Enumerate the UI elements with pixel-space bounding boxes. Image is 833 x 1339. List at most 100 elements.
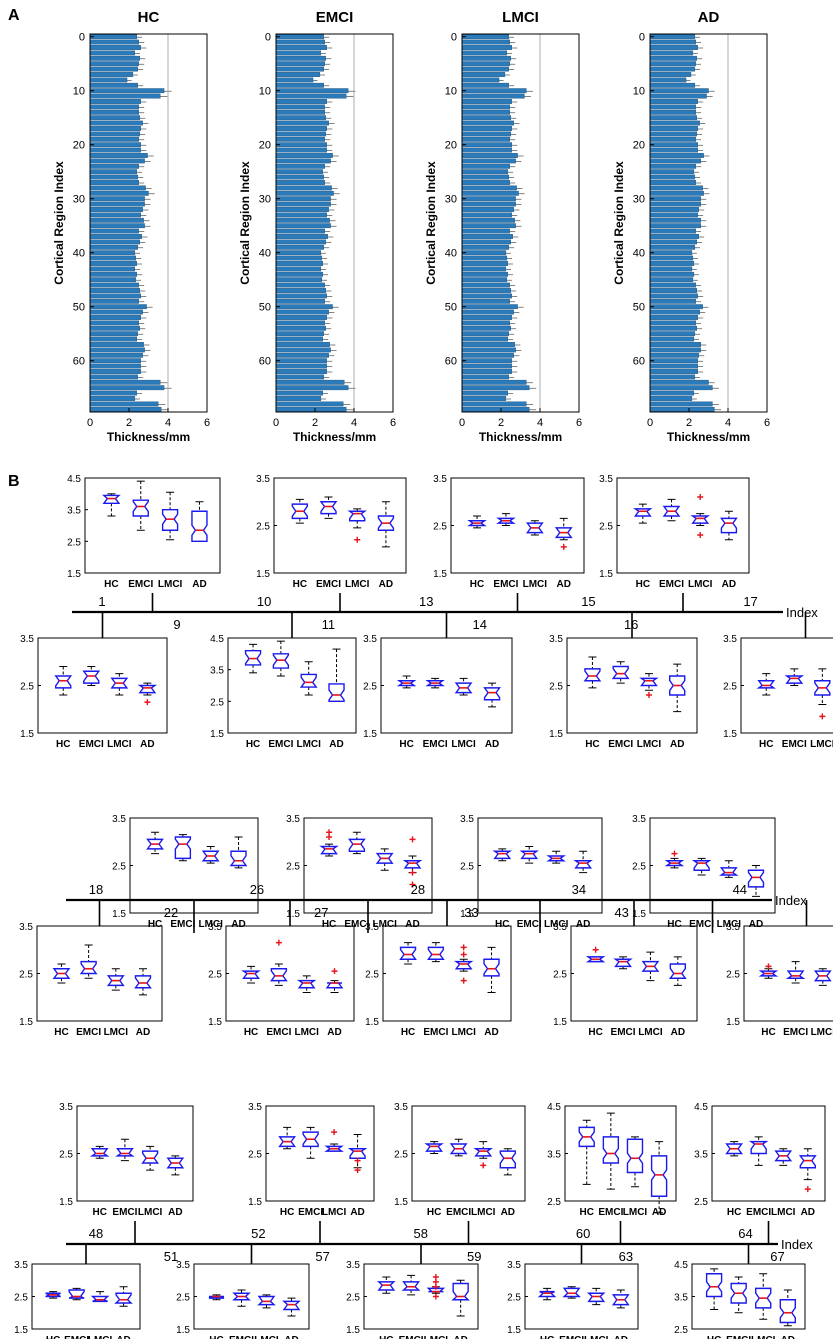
box <box>377 1281 396 1291</box>
box <box>650 1155 668 1197</box>
y-axis-label: Cortical Region Index <box>52 161 66 285</box>
bar <box>89 72 134 77</box>
y-tick-label: 4.5 <box>67 474 81 485</box>
x-tick-label: HC <box>401 1027 415 1038</box>
y-tick-label: 1.5 <box>20 729 34 740</box>
y-tick-label: 20 <box>259 140 271 152</box>
bar <box>275 358 327 364</box>
bar <box>649 185 703 191</box>
boxplot-region-43: 1.5 2.5 3.5 HC EMCI LMCI AD <box>553 922 698 1038</box>
x-tick-label: HC <box>54 1027 68 1038</box>
box <box>52 968 71 979</box>
bar <box>649 190 704 196</box>
bar <box>461 72 506 77</box>
boxplot-region-27: 1.5 2.5 3.5 HC EMCI LMCI AD <box>208 922 355 1038</box>
box <box>747 869 765 888</box>
outlier-marker <box>697 494 704 500</box>
box <box>499 1150 517 1169</box>
bar <box>461 196 516 202</box>
x-tick-label: AD <box>350 1207 364 1218</box>
bar <box>649 385 713 391</box>
y-tick-label: 0 <box>639 32 645 44</box>
bar <box>275 34 324 40</box>
x-tick-label: LMCI <box>451 739 476 750</box>
x-axis-label: Thickness/mm <box>479 430 562 444</box>
bar <box>461 298 510 304</box>
y-tick-label: 3.5 <box>507 1260 521 1271</box>
y-tick-label: 0 <box>79 32 85 44</box>
y-tick-label: 3.5 <box>726 922 740 933</box>
box <box>602 1136 620 1164</box>
x-tick-label: AD <box>453 1335 467 1339</box>
y-tick-label: 10 <box>73 86 85 98</box>
bar <box>649 147 698 153</box>
bar <box>89 385 165 391</box>
y-tick-label: 1.5 <box>208 1017 222 1028</box>
bar <box>275 390 323 396</box>
bar <box>89 45 141 50</box>
bar <box>649 396 693 401</box>
plot-frame <box>303 817 433 914</box>
bar <box>89 293 141 299</box>
bar <box>89 34 137 40</box>
boxplot-region-10: 1.5 2.5 3.5 HC EMCI LMCI AD <box>256 474 407 590</box>
boxplot-group-row1-bottom: 1.52.53.5HC EMCI LMCI AD 1.52.53.54.5HC EMCI L… <box>20 634 833 750</box>
chart-title: HC <box>138 9 160 26</box>
y-tick-label: 1.5 <box>59 1197 73 1208</box>
boxplot-region-16: 1.5 2.5 3.5 HC EMCI LMCI AD <box>549 634 698 750</box>
bar-chart-ad: AD 0 10 20 30 40 50 60 0 2 4 6 Thickness/mm Cortical … <box>612 9 770 444</box>
bar <box>275 239 326 245</box>
bar <box>649 239 697 245</box>
box <box>174 836 192 860</box>
bar <box>649 109 697 115</box>
y-tick-label: 3.5 <box>599 474 613 485</box>
box <box>813 970 832 982</box>
y-tick-label: 1.5 <box>632 909 646 920</box>
outlier-marker <box>765 963 772 970</box>
bar <box>89 82 138 88</box>
bar <box>89 136 139 142</box>
bar <box>461 239 511 245</box>
x-tick-label: AD <box>284 1335 298 1339</box>
outlier-marker <box>326 834 333 840</box>
bar <box>461 266 507 272</box>
box <box>755 1287 772 1309</box>
bar <box>275 336 323 342</box>
bar <box>89 174 138 180</box>
index-tick-label-bottom: 9 <box>173 617 180 632</box>
y-tick-label: 10 <box>445 86 457 98</box>
bar <box>649 158 701 164</box>
bar <box>461 115 511 121</box>
x-tick-label: LMCI <box>584 1335 609 1339</box>
bar <box>89 115 140 121</box>
y-tick-label: 3.5 <box>14 1260 28 1271</box>
bar <box>461 282 510 288</box>
boxplot-region-11: 1.5 2.5 3.5 4.5 HC EMCI LMCI AD <box>210 634 357 750</box>
box <box>562 1287 581 1298</box>
y-tick-label: 30 <box>633 194 645 206</box>
boxplot-group-row2-bottom: 1.52.53.5HC EMCI LMCI AD 1.52.53.5HC EMCI LMCI… <box>19 922 833 1038</box>
x-tick-label: 6 <box>390 417 396 429</box>
outlier-marker <box>331 1129 338 1136</box>
bar <box>461 255 508 261</box>
bar <box>461 288 511 293</box>
boxplot-group-row3-bottom: 1.52.53.5HCEMCILMCIAD1.52.53.5HCEMCILMCI… <box>14 1260 806 1339</box>
bar <box>461 99 512 104</box>
y-tick-label: 60 <box>73 356 85 368</box>
bar <box>461 385 530 391</box>
bar <box>649 352 699 358</box>
x-tick-label: EMCI <box>298 1207 323 1218</box>
box <box>669 675 686 696</box>
x-tick-label: EMCI <box>64 1335 89 1339</box>
box <box>784 675 805 684</box>
x-tick-label: EMCI <box>128 579 153 590</box>
box <box>137 684 158 694</box>
boxplot-region-64: 2.5 3.5 4.5 HC EMCI LMCI AD <box>694 1102 826 1218</box>
y-tick-label: 30 <box>445 194 457 206</box>
box <box>377 515 395 531</box>
x-tick-label: EMCI <box>659 579 684 590</box>
box <box>45 1292 61 1298</box>
box <box>191 510 208 543</box>
bar <box>89 266 136 272</box>
